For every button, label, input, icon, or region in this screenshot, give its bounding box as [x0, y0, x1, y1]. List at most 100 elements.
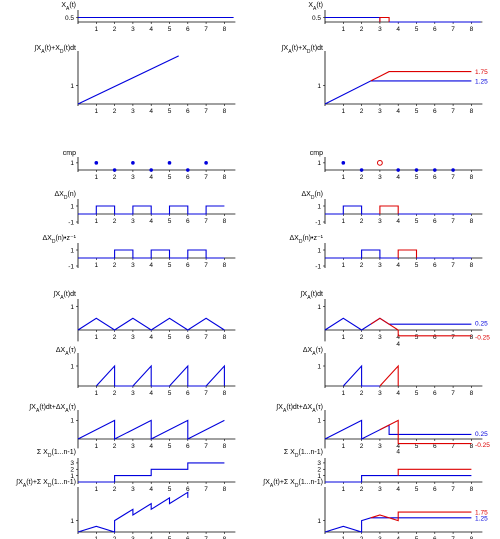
x-tick-label: 6	[186, 334, 190, 341]
x-tick-label: 7	[204, 443, 208, 450]
sample-dot	[167, 161, 172, 165]
panel-label: XA(t)	[61, 2, 76, 12]
x-tick-label: 4	[396, 26, 400, 33]
x-tick-label: 5	[415, 26, 419, 33]
x-tick-label: 4	[396, 262, 400, 269]
x-tick-label: 7	[204, 26, 208, 33]
y-tick-label: 1	[70, 203, 74, 210]
x-tick-label: 2	[113, 26, 117, 33]
y-tick-label: 1	[70, 83, 74, 90]
x-tick-label: 8	[223, 443, 227, 450]
panel-label: Σ XD(1...n-1)	[37, 449, 76, 459]
panel-label: ∫XA(t)+Σ XD(1...n-1)	[262, 479, 323, 489]
trace-red	[370, 71, 472, 82]
x-tick-label: 8	[470, 218, 474, 225]
trace-red	[379, 16, 390, 22]
x-tick-label: 2	[360, 262, 364, 269]
sample-dot	[396, 168, 401, 172]
sample-dot	[204, 161, 208, 165]
x-tick-label: 3	[131, 536, 135, 539]
panel-label: ∫XA(t)dt+ΔXA(τ)	[275, 404, 323, 414]
y-tick-label: 1	[70, 304, 74, 311]
trace-red	[397, 468, 472, 476]
x-tick-label: 8	[223, 334, 227, 341]
x-tick-label: 5	[168, 536, 172, 539]
trace-blue	[325, 205, 380, 215]
x-tick-label: 5	[415, 174, 419, 181]
x-tick-label: 5	[168, 218, 172, 225]
x-tick-label: 7	[204, 486, 208, 493]
x-tick-label: 7	[451, 174, 455, 181]
x-tick-label: 4	[149, 218, 153, 225]
x-tick-label: 5	[168, 390, 172, 397]
x-tick-label: 4	[149, 443, 153, 450]
x-tick-label: 5	[415, 218, 419, 225]
trace-blue	[78, 249, 225, 259]
panel-label: ∫XA(t)+XD(t)dt	[281, 45, 323, 55]
x-tick-label: 1	[94, 486, 98, 493]
y-tick-label: 2	[70, 467, 74, 474]
x-tick-label: 7	[451, 218, 455, 225]
x-tick-label: 3	[378, 486, 382, 493]
x-tick-label: 4	[149, 536, 153, 539]
x-tick-label: 1	[94, 334, 98, 341]
panel-dxd-right: 1 2 3 4 5 6 7 8 1 -1 ΔXD(n)	[301, 191, 483, 226]
x-tick-label: 2	[113, 443, 117, 450]
x-tick-label: 3	[378, 334, 382, 341]
x-tick-label: 8	[470, 334, 474, 341]
x-tick-label: 1	[94, 262, 98, 269]
x-tick-label: 6	[186, 486, 190, 493]
x-tick-label: 1	[341, 174, 345, 181]
x-tick-label: 5	[415, 486, 419, 493]
x-tick-label: 8	[223, 26, 227, 33]
x-tick-label: 1	[341, 536, 345, 539]
x-tick-label: 5	[415, 443, 419, 450]
x-tick-label: 8	[223, 262, 227, 269]
panel-label: ΔXD(n)•z⁻¹	[42, 235, 76, 245]
y-tick-label: 1	[317, 518, 321, 525]
x-tick-label: 1	[94, 536, 98, 539]
y-tick-label: -1	[315, 263, 321, 270]
y-tick-label: 1	[70, 247, 74, 254]
panel-label: ∫XA(t)dt+ΔXA(τ)	[28, 404, 76, 414]
y-tick-label: 1	[317, 247, 321, 254]
annotation-label: 4	[396, 449, 400, 456]
panel-intxa-right: 1 2 3 4 5 6 7 8 1 ∫XA(t)dt 0.25 -0.25 4	[300, 291, 491, 348]
x-tick-label: 4	[149, 390, 153, 397]
value-label: 1.25	[475, 78, 488, 85]
x-tick-label: 3	[131, 218, 135, 225]
value-label: -0.25	[475, 442, 490, 449]
x-tick-label: 4	[396, 390, 400, 397]
value-label: 1.75	[475, 69, 488, 76]
panel-sum1-left: 1 2 3 4 5 6 7 8 1 ∫XA(t)dt+ΔXA(τ)	[28, 404, 236, 450]
x-tick-label: 2	[360, 486, 364, 493]
x-tick-label: 4	[149, 334, 153, 341]
x-tick-label: 6	[433, 536, 437, 539]
x-tick-label: 3	[378, 443, 382, 450]
value-label: -0.25	[475, 335, 490, 342]
sample-dot	[94, 161, 99, 165]
panel-label: ΔXD(n)•z⁻¹	[289, 235, 323, 245]
x-tick-label: 6	[186, 218, 190, 225]
x-tick-label: 5	[168, 262, 172, 269]
panel-label: ∫XA(t)dt	[53, 291, 76, 301]
x-tick-label: 8	[470, 390, 474, 397]
x-tick-label: 3	[131, 262, 135, 269]
x-tick-label: 2	[360, 26, 364, 33]
x-tick-label: 8	[223, 218, 227, 225]
y-tick-label: 1	[317, 83, 321, 90]
x-tick-label: 2	[113, 174, 117, 181]
x-tick-label: 1	[341, 218, 345, 225]
y-tick-label: 1	[70, 518, 74, 525]
x-tick-label: 6	[433, 262, 437, 269]
sample-dot	[433, 168, 437, 172]
x-tick-label: 2	[360, 536, 364, 539]
x-tick-label: 3	[131, 108, 135, 115]
x-tick-label: 6	[186, 108, 190, 115]
sample-dot	[131, 161, 135, 165]
x-tick-label: 6	[433, 218, 437, 225]
x-tick-label: 4	[396, 443, 400, 450]
trace-blue	[325, 16, 381, 22]
x-tick-label: 3	[378, 26, 382, 33]
